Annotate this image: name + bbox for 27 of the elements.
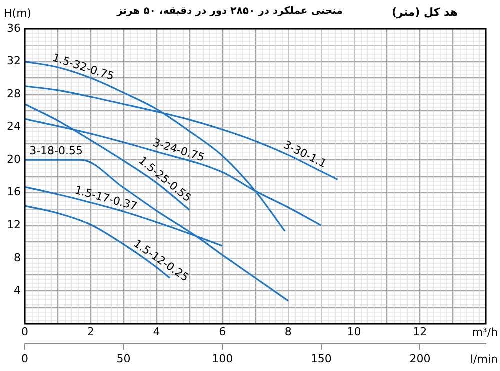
x-tick-label: 6	[219, 325, 226, 338]
y-axis-title: H(m)	[4, 6, 32, 20]
x2-tick-label: 0	[22, 352, 28, 366]
x2-tick-label: 150	[310, 352, 332, 366]
y-tick-label: 8	[14, 251, 21, 264]
y-tick-label: 20	[7, 152, 21, 166]
x-tick-label: 2	[87, 325, 94, 338]
x2-tick-label: 50	[116, 352, 131, 366]
x-axis-title: m³/h	[472, 326, 498, 339]
y-tick-label: 36	[7, 22, 21, 35]
x-tick-label: 12	[413, 325, 428, 338]
y-tick-label: 32	[7, 54, 21, 68]
chart-subtitle: هد کل (متر)	[390, 6, 460, 19]
series-label: 3-18-0.55	[30, 144, 83, 158]
x2-tick-label: 200	[410, 352, 431, 366]
y-tick-label: 24	[7, 120, 21, 134]
x-tick-label: 0	[22, 325, 28, 338]
y-tick-label: 12	[7, 218, 21, 232]
x2-tick-label: 100	[212, 352, 234, 366]
y-tick-label: 28	[7, 87, 21, 100]
x2-axis-title: l/min	[470, 352, 498, 366]
y-tick-label: 16	[7, 186, 21, 199]
y-tick-label: 4	[14, 284, 21, 298]
chart-title: منحنی عملکرد در ۲۸۵۰ دور در دقیقه، ۵۰ هرتز	[116, 6, 344, 17]
x-tick-label: 8	[284, 325, 292, 338]
x-tick-label: 10	[347, 325, 362, 338]
x-tick-label: 4	[153, 325, 160, 338]
